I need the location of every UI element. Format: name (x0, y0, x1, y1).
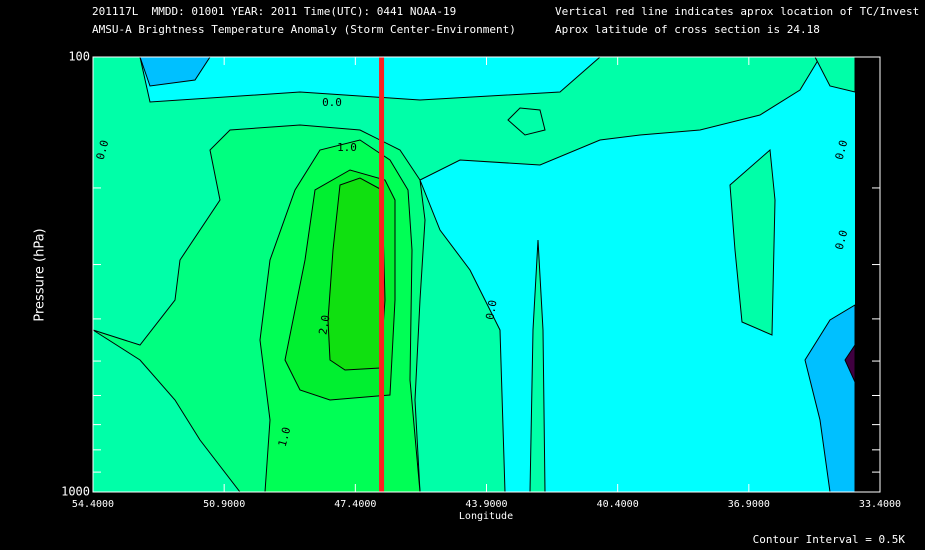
x-tick-label: 40.4000 (597, 499, 639, 510)
contour-region (327, 177, 386, 371)
contour-region (507, 107, 546, 136)
contour-label: 0.0 (483, 299, 499, 321)
contour-label: 2.0 (316, 314, 332, 336)
contour-label: 0.0 (833, 139, 851, 162)
x-tick-label: 47.4000 (334, 499, 376, 510)
header-line: 201117L MMDD: 01001 YEAR: 2011 Time(UTC)… (92, 5, 456, 18)
note-line: Vertical red line indicates aprox locati… (555, 5, 919, 18)
contour-region (729, 148, 776, 336)
y-axis-label: Pressure (hPa) (33, 228, 48, 321)
note-line: Aprox latitude of cross section is 24.18 (555, 23, 820, 36)
contour-label: 0.0 (322, 96, 342, 109)
x-tick-label: 36.9000 (728, 499, 770, 510)
footer: Contour Interval = 0.5K (753, 533, 906, 546)
x-tick-label: 54.4000 (72, 499, 114, 510)
x-tick-label: 50.9000 (203, 499, 245, 510)
contour-label: 1.0 (276, 426, 294, 449)
x-tick-label: 43.9000 (465, 499, 507, 510)
contour-label: 0.0 (833, 229, 851, 252)
contour-label: 0.0 (94, 139, 112, 162)
y-tick-label: 1000 (61, 485, 90, 499)
contour-label: 1.0 (337, 141, 357, 154)
x-axis-label: Longitude (459, 511, 513, 522)
header-line: AMSU-A Brightness Temperature Anomaly (S… (92, 23, 516, 36)
no-data-band (855, 57, 880, 492)
y-tick-label: 100 (68, 50, 90, 64)
x-tick-label: 33.4000 (859, 499, 901, 510)
